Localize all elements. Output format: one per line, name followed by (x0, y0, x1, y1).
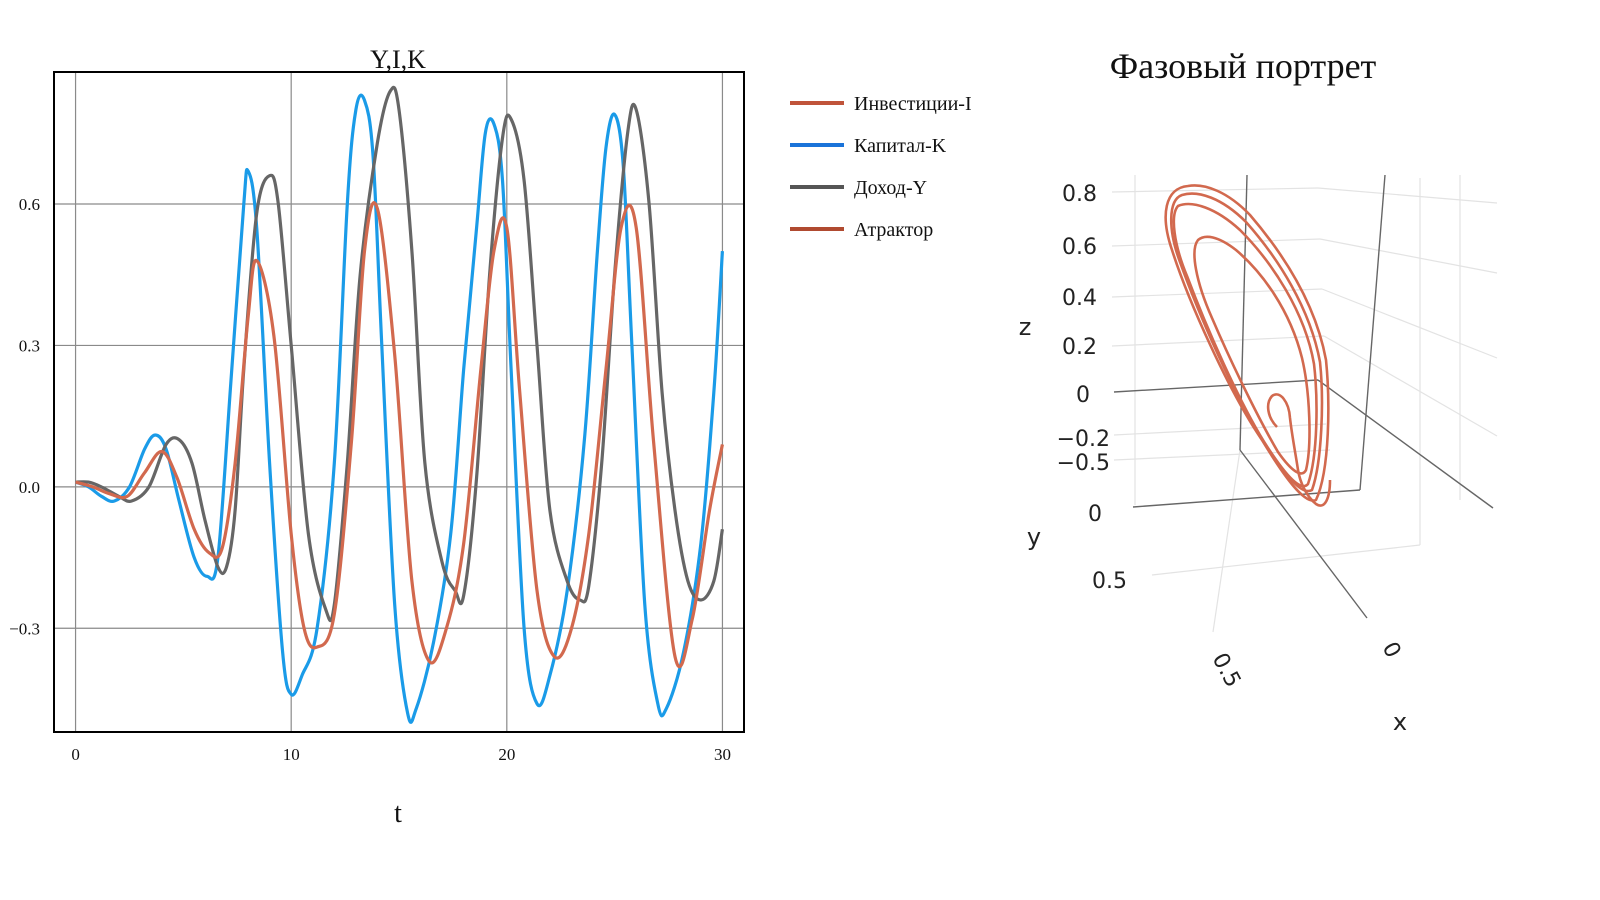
phase-grid (1111, 175, 1498, 633)
phase-portrait-3d: Фазовый портрет (1019, 46, 1498, 736)
grid-line (1321, 288, 1498, 359)
x-tick-label: 10 (283, 745, 300, 764)
axis-line (1113, 379, 1319, 393)
attractor-loop-3 (1172, 202, 1318, 488)
x-tick-labels: 0 10 20 30 (71, 745, 731, 764)
series-capital-line (75, 93, 724, 724)
grid-line (1323, 335, 1498, 437)
y-tick-label-3d: 0 (1088, 502, 1102, 527)
phase-title: Фазовый портрет (1110, 46, 1377, 86)
attractor-spiral (1266, 393, 1332, 507)
series-lines (75, 85, 724, 724)
x-axis-label: t (394, 798, 402, 829)
x-tick-label: 20 (498, 745, 515, 764)
z-tick-label: 0.8 (1062, 182, 1097, 207)
attractor-loop-2 (1169, 192, 1324, 493)
phase-axes (1113, 174, 1494, 619)
x-tick-label-3d: 0 (1377, 638, 1406, 662)
y-tick-labels: −0.3 0.0 0.3 0.6 (9, 195, 40, 638)
grid-line (1113, 423, 1327, 436)
legend: Инвестиции-I Капитал-K Доход-Y Атрактор (790, 93, 972, 241)
y-tick-label: 0.6 (19, 195, 40, 214)
y-axis-label-3d: y (1027, 523, 1041, 551)
axis-line (1317, 379, 1494, 509)
y-tick-label-3d: 0.5 (1092, 569, 1127, 594)
attractor-curve (1164, 184, 1332, 507)
z-tick-label: 0.4 (1062, 286, 1097, 311)
axis-line (1132, 489, 1361, 508)
x-axis-label-3d: x (1393, 708, 1407, 736)
grid-line (1111, 335, 1325, 347)
z-tick-label: 0.6 (1062, 235, 1097, 260)
grid-line (1319, 238, 1498, 274)
grid-lines (54, 72, 744, 732)
series-investment-line (75, 201, 724, 669)
grid-line (1212, 449, 1241, 633)
legend-label-investment: Инвестиции-I (854, 93, 972, 115)
y-tick-label: 0.0 (19, 478, 40, 497)
z-axis-label: z (1019, 313, 1032, 341)
series-income-line (75, 85, 724, 623)
axis-line (1239, 449, 1368, 619)
z-tick-label: 0 (1076, 383, 1090, 408)
legend-label-capital: Капитал-K (854, 135, 947, 157)
y-tick-label: −0.3 (9, 619, 40, 638)
legend-label-attractor: Атрактор (854, 219, 933, 241)
z-tick-label: −0.2 (1057, 427, 1110, 452)
z-tick-labels: 0.8 0.6 0.4 0.2 0 −0.2 (1057, 182, 1110, 452)
grid-line (1111, 238, 1321, 247)
x-tick-label: 30 (714, 745, 731, 764)
grid-line (1113, 449, 1331, 461)
axis-line (1359, 174, 1386, 491)
x-tick-label-3d: 0.5 (1207, 649, 1246, 692)
y-tick-label: 0.3 (19, 336, 40, 355)
x-tick-label: 0 (71, 745, 80, 764)
grid-line (1317, 187, 1498, 204)
z-tick-label: 0.2 (1062, 335, 1097, 360)
y-tick-labels-3d: −0.5 0 0.5 (1057, 451, 1127, 594)
legend-label-income: Доход-Y (854, 177, 927, 199)
time-series-chart: Y,I,K 0 10 20 30 −0.3 0.0 0.3 0.6 t (9, 45, 745, 829)
attractor-loop-inner (1193, 235, 1311, 475)
grid-line (1151, 544, 1421, 576)
y-tick-label-3d: −0.5 (1057, 451, 1110, 476)
chart-title: Y,I,K (370, 45, 426, 74)
attractor-loop-outer (1164, 184, 1330, 502)
plot-frame (53, 71, 745, 733)
